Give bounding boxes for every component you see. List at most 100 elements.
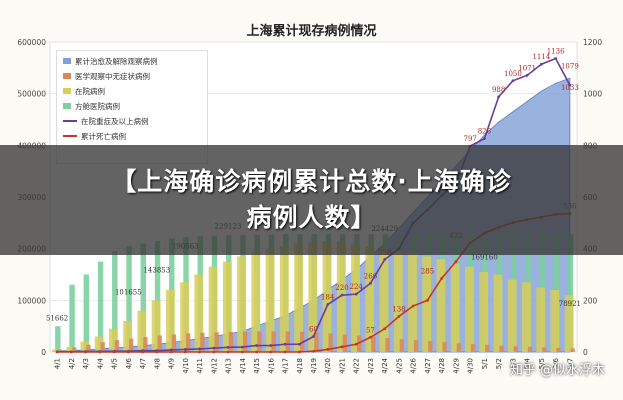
- x-tick-label: 4/17: [282, 358, 290, 374]
- series-bar: [442, 342, 447, 352]
- data-label: 169160: [471, 254, 498, 262]
- x-tick-label: 4/25: [395, 358, 403, 374]
- x-tick-label: 4/9: [168, 358, 176, 369]
- line-point: [326, 348, 330, 351]
- series-bar: [69, 284, 75, 352]
- series-bar: [72, 347, 77, 352]
- line-point: [554, 57, 558, 60]
- series-bar: [137, 310, 147, 352]
- x-tick-label: 4/3: [82, 358, 90, 369]
- series-bar: [408, 253, 417, 352]
- line-point: [326, 303, 330, 306]
- line-point: [483, 137, 486, 141]
- series-bar: [351, 243, 360, 352]
- series-bar: [279, 246, 289, 352]
- x-tick-label: 4/15: [253, 358, 261, 374]
- data-label: 224: [350, 283, 364, 291]
- legend-label: 累计死亡病例: [81, 131, 126, 141]
- legend-item: 累计死亡病例: [63, 130, 126, 142]
- x-tick-label: 5/3: [509, 358, 517, 369]
- y-left-tick-label: 600000: [17, 38, 46, 47]
- legend-label: 医学观察中无症状病例: [75, 71, 150, 81]
- series-bar: [328, 333, 333, 352]
- line-point: [183, 350, 187, 354]
- legend-label: 方舱医院病例: [75, 101, 120, 111]
- line-point: [283, 342, 287, 346]
- data-label: 1033: [561, 84, 579, 92]
- series-bar: [180, 282, 190, 352]
- line-point: [240, 350, 244, 354]
- line-point: [126, 350, 130, 354]
- line-point: [497, 95, 501, 99]
- series-bar: [129, 338, 134, 352]
- series-bar: [123, 321, 133, 352]
- line-point: [141, 350, 144, 354]
- series-bar: [80, 341, 90, 352]
- line-point: [426, 298, 429, 302]
- series-bar: [222, 261, 232, 352]
- line-point: [369, 281, 372, 285]
- legend-item: 方舱医院病例: [63, 100, 120, 112]
- series-bar: [499, 345, 504, 352]
- series-bar: [97, 261, 104, 352]
- series-bar: [285, 331, 290, 352]
- watermark: 知乎 @似水浮木: [509, 363, 605, 378]
- series-bar: [567, 234, 574, 352]
- y-right-tick-label: 1200: [583, 38, 602, 47]
- line-point: [240, 345, 244, 349]
- legend-swatch: [63, 120, 77, 122]
- line-point: [297, 342, 301, 346]
- data-label: 57: [366, 326, 375, 334]
- line-point: [212, 350, 216, 354]
- series-bar: [399, 339, 404, 352]
- legend-label: 累计治愈及解除观察病例: [75, 56, 158, 66]
- data-label: 1114: [532, 53, 550, 61]
- x-tick-label: 4/2: [68, 358, 76, 369]
- line-point: [525, 73, 529, 77]
- series-bar: [493, 274, 503, 352]
- x-tick-label: 4/22: [353, 358, 361, 374]
- series-bar: [507, 279, 517, 352]
- x-tick-label: 4/14: [239, 357, 247, 373]
- legend-swatch: [63, 135, 77, 137]
- x-tick-label: 4/5: [111, 358, 119, 369]
- data-label: 826: [478, 128, 492, 136]
- series-bar: [143, 337, 148, 352]
- line-point: [340, 293, 344, 297]
- series-bar: [242, 331, 248, 352]
- data-label: 1079: [561, 62, 579, 70]
- line-point: [354, 342, 358, 346]
- series-bar: [194, 274, 204, 352]
- x-tick-label: 4/8: [153, 358, 161, 369]
- legend-item: 医学观察中无症状病例: [63, 70, 150, 82]
- x-tick-label: 4/26: [410, 357, 418, 373]
- series-bar: [564, 295, 574, 352]
- series-bar: [86, 344, 91, 352]
- x-tick-label: 4/23: [367, 358, 375, 374]
- data-label: 220: [335, 284, 348, 292]
- y-right-tick-label: 1000: [583, 90, 602, 99]
- series-bar: [208, 266, 218, 352]
- x-tick-label: 5/2: [495, 358, 503, 369]
- x-tick-label: 4/13: [225, 358, 233, 374]
- series-bar: [94, 336, 104, 352]
- data-label: 266: [364, 272, 378, 280]
- line-point: [383, 327, 387, 331]
- line-point: [98, 350, 102, 354]
- series-bar: [186, 333, 191, 352]
- line-point: [383, 258, 387, 261]
- series-bar: [513, 346, 518, 352]
- series-bar: [100, 342, 105, 352]
- x-tick-label: 5/1: [481, 358, 489, 369]
- y-left-tick-label: 500000: [17, 90, 46, 99]
- series-bar: [379, 248, 389, 352]
- data-label: 138: [392, 305, 405, 313]
- series-bar: [428, 341, 433, 352]
- x-tick-label: 4/30: [467, 358, 475, 374]
- data-label: 1136: [547, 48, 565, 56]
- x-tick-label: 4/21: [338, 358, 346, 374]
- line-point: [397, 314, 401, 318]
- line-point: [354, 292, 358, 296]
- x-tick-label: 4/1: [54, 358, 62, 369]
- series-bar: [342, 334, 347, 352]
